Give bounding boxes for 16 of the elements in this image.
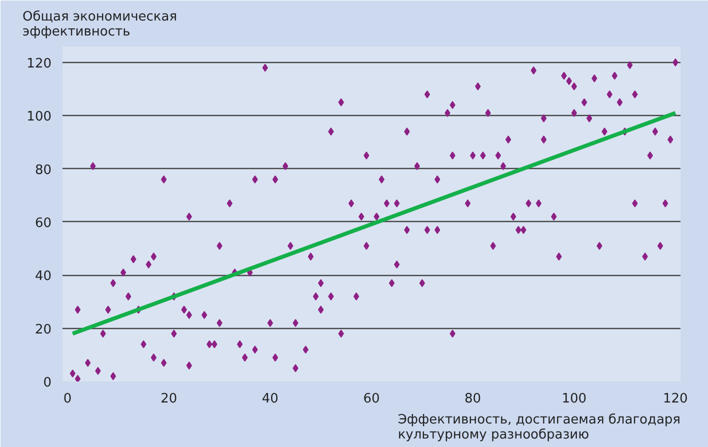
y-tick-label: 100 (26, 110, 52, 125)
y-tick-label: 0 (43, 376, 52, 390)
x-tick-label: 0 (63, 392, 72, 406)
y-tick-label: 80 (34, 162, 52, 178)
y-tick-label: 60 (34, 216, 52, 231)
x-tick-label: 60 (363, 392, 380, 406)
y-axis-title: Общая экономическая эффективность (22, 10, 178, 40)
x-tick-label: 80 (464, 392, 482, 406)
x-tick-label: 40 (262, 392, 278, 406)
x-tick-label: 100 (562, 392, 587, 406)
y-tick-label: 120 (26, 56, 52, 72)
y-tick-label: 20 (34, 322, 52, 338)
x-tick-label: 120 (663, 392, 688, 406)
x-tick-label: 20 (160, 392, 178, 406)
x-axis-title: Эффективность, достигаемая благодаря культурному разнообразию (398, 412, 681, 442)
y-tick-label: 40 (34, 269, 52, 284)
